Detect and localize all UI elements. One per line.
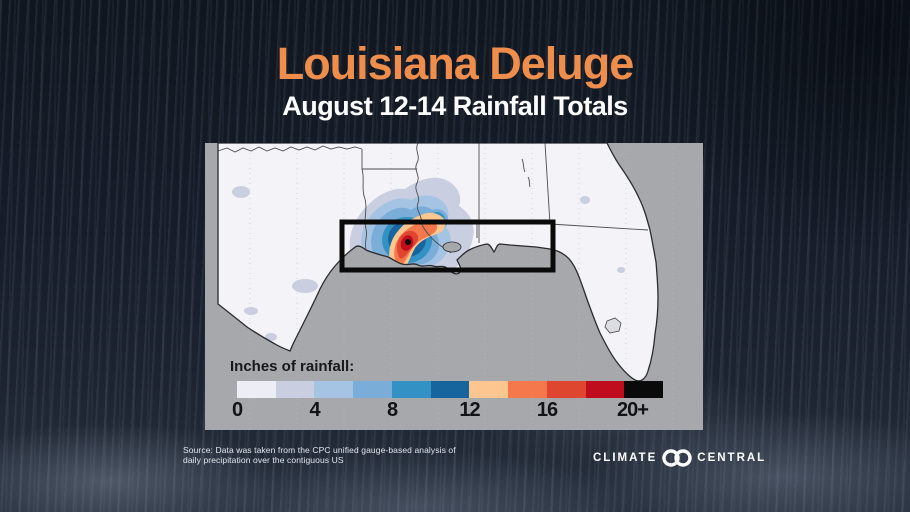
highlight-box [339, 219, 556, 273]
legend-tick-label: 12 [459, 399, 480, 421]
legend-tick-label: 16 [536, 399, 558, 421]
lake-pontchartrain [442, 241, 462, 253]
page-title: Louisiana Deluge [276, 38, 635, 89]
legend-ticks: 0 4 8 12 16 20+ [205, 399, 703, 423]
legend-tick-label: 20+ [617, 399, 649, 421]
legend-segment [353, 381, 392, 398]
climate-central-logo: CLIMATE CENTRAL [593, 448, 766, 468]
legend-segment [469, 381, 509, 398]
legend-segment [430, 381, 470, 398]
legend-label: Inches of rainfall: [230, 358, 355, 375]
subtitle: August 12-14 Rainfall Totals [282, 91, 628, 121]
legend-segment [275, 381, 315, 398]
lake-okeechobee [604, 317, 622, 334]
legend-segment [237, 381, 276, 398]
legend-color-bar [237, 381, 664, 398]
logo-rings-icon [662, 449, 692, 467]
legend-segment [546, 381, 586, 398]
source-line-2: daily precipitation over the contiguous … [183, 455, 344, 465]
legend-tick-label: 0 [231, 399, 243, 421]
source-attribution: Source: Data was taken from the CPC unif… [183, 445, 523, 465]
legend-segment [314, 381, 354, 398]
legend-segment [508, 381, 547, 398]
legend-tick-label: 4 [309, 399, 320, 421]
rainfall-map-panel: Inches of rainfall: 0 4 8 12 16 20+ [205, 143, 703, 430]
legend-segment [624, 381, 664, 398]
logo-text-central: CENTRAL [697, 452, 767, 464]
logo-text-climate: CLIMATE [593, 452, 658, 464]
legend-tick-label: 8 [386, 399, 398, 421]
source-line-1: Source: Data was taken from the CPC unif… [183, 445, 456, 455]
legend-segment [585, 381, 625, 398]
legend-segment [391, 381, 431, 398]
